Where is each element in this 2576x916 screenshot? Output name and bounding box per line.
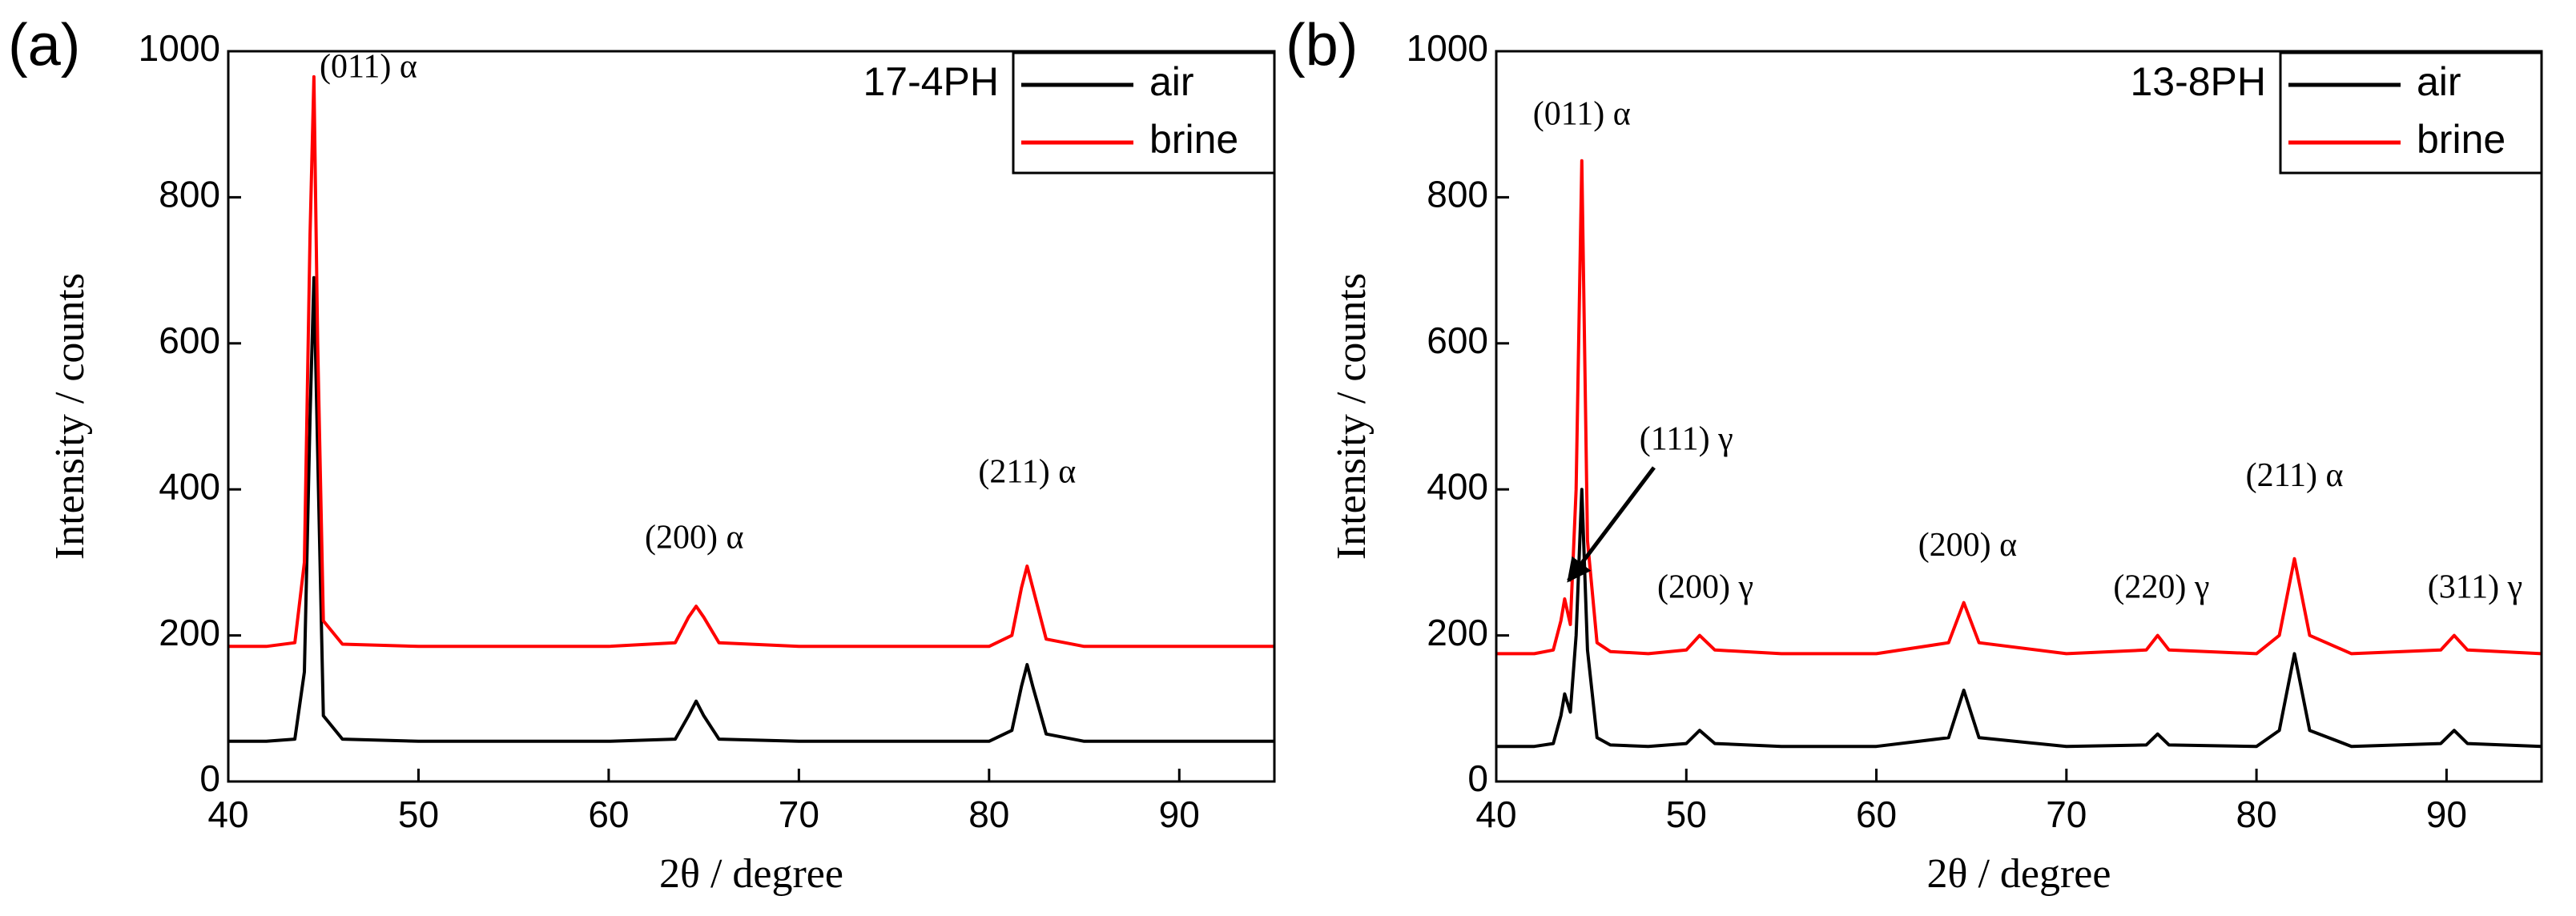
peak-label: (220) γ <box>2113 569 2209 606</box>
peak-label: (211) α <box>2246 457 2344 494</box>
y-tick-label: 800 <box>1427 174 1488 215</box>
x-tick-label: 80 <box>968 793 1009 835</box>
legend-label: brine <box>1149 117 1238 162</box>
x-tick-label: 60 <box>588 793 629 835</box>
y-tick-label: 600 <box>1427 319 1488 361</box>
x-tick-label: 60 <box>1856 793 1897 835</box>
panel-label: (a) <box>8 12 80 78</box>
y-tick-label: 1000 <box>139 27 220 69</box>
legend-title: 13-8PH <box>2130 59 2266 104</box>
peak-label: (200) γ <box>1657 569 1753 606</box>
data-line <box>228 275 1274 743</box>
legend-box <box>1012 51 1276 175</box>
peak-label: (311) γ <box>2428 569 2522 606</box>
peak-label: (200) α <box>1918 527 2017 564</box>
annotation-arrow <box>1567 466 1656 583</box>
y-tick-label: 0 <box>199 757 220 799</box>
plot-frame <box>1495 50 2543 783</box>
x-tick-label: 40 <box>1475 793 1516 835</box>
peak-label: (200) α <box>645 520 743 556</box>
x-tick-label: 70 <box>2046 793 2087 835</box>
data-line <box>1496 488 2542 749</box>
data-line <box>1496 159 2542 656</box>
peak-label: (211) α <box>978 454 1076 491</box>
legend-label: air <box>2417 59 2461 104</box>
y-tick-label: 200 <box>159 612 220 653</box>
plot-frame <box>227 50 1276 783</box>
panel: 40 50 60 70 80 90 0 200 400 600 800 1000 2θ / degree… <box>1286 12 2543 897</box>
data-line <box>228 74 1274 649</box>
x-tick-label: 40 <box>207 793 248 835</box>
x-axis-title: 2θ / degree <box>659 851 843 897</box>
y-tick-label: 400 <box>159 465 220 507</box>
legend-label: air <box>1149 59 1194 104</box>
y-tick-label: 600 <box>159 319 220 361</box>
peak-label: (011) α <box>1533 96 1631 133</box>
y-tick-label: 0 <box>1467 757 1488 799</box>
y-tick-label: 200 <box>1427 612 1488 653</box>
x-tick-label: 50 <box>398 793 439 835</box>
x-tick-label: 70 <box>779 793 819 835</box>
peak-label: (111) γ <box>1640 421 1733 458</box>
y-tick-label: 1000 <box>1407 27 1488 69</box>
legend-box <box>2279 51 2543 175</box>
panel-label: (b) <box>1286 12 1358 78</box>
y-tick-label: 400 <box>1427 465 1488 507</box>
x-tick-label: 90 <box>1159 793 1200 835</box>
peak-label: (011) α <box>320 48 417 85</box>
x-tick-label: 80 <box>2236 793 2277 835</box>
x-axis-title: 2θ / degree <box>1927 851 2111 897</box>
legend-title: 17-4PH <box>863 59 999 104</box>
legend-label: brine <box>2417 117 2506 162</box>
y-axis-title: Intensity / counts <box>1329 273 1375 560</box>
x-tick-label: 50 <box>1666 793 1707 835</box>
x-tick-label: 90 <box>2426 793 2467 835</box>
y-tick-label: 800 <box>159 174 220 215</box>
panel: 40 50 60 70 80 90 0 200 400 600 800 1000 2θ / degree… <box>8 12 1276 897</box>
y-axis-title: Intensity / counts <box>47 273 93 560</box>
